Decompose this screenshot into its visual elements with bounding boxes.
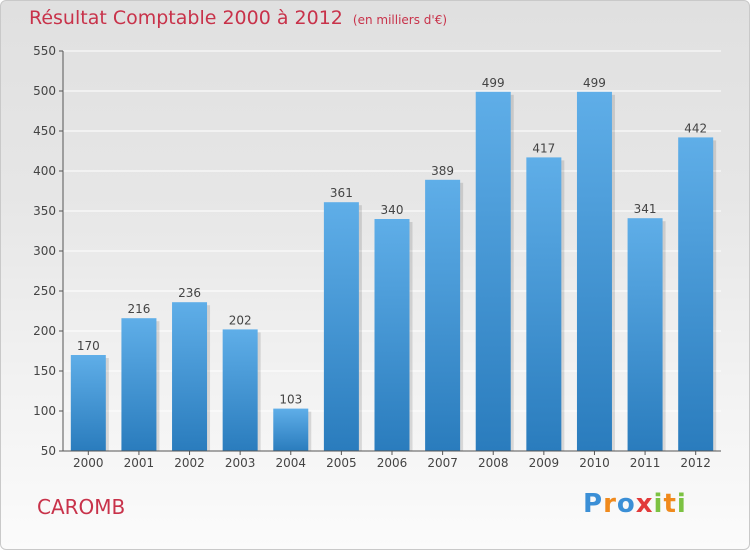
x-tick-label: 2004 xyxy=(275,456,306,470)
y-tick-label: 50 xyxy=(41,444,56,458)
bar-value-label: 340 xyxy=(381,203,404,217)
bar xyxy=(222,329,258,451)
unit-note: (en milliers d'€) xyxy=(352,13,448,27)
bars xyxy=(70,91,717,452)
bar-value-label: 103 xyxy=(279,393,302,407)
logo-letter: P xyxy=(583,489,604,519)
x-tick-label: 2011 xyxy=(630,456,661,470)
bar-value-label: 417 xyxy=(532,141,555,155)
y-tick-label: 500 xyxy=(33,84,56,98)
y-tick-label: 400 xyxy=(33,164,56,178)
bar-value-label: 499 xyxy=(583,76,606,90)
bar-value-label: 202 xyxy=(229,313,252,327)
bar xyxy=(121,318,157,451)
x-tick-label: 2006 xyxy=(377,456,408,470)
x-tick-label: 2007 xyxy=(427,456,458,470)
bar xyxy=(425,179,461,452)
bar xyxy=(576,91,612,452)
commune-name: CAROMB xyxy=(37,495,126,519)
logo-letter: t xyxy=(663,489,677,519)
logo-letter: i xyxy=(676,489,687,519)
bar xyxy=(678,137,714,451)
bar-value-label: 216 xyxy=(127,302,150,316)
bar-value-label: 341 xyxy=(634,202,657,216)
bar xyxy=(627,218,663,451)
bar-value-label: 442 xyxy=(684,121,707,135)
x-tick-label: 2001 xyxy=(124,456,155,470)
bar-value-label: 236 xyxy=(178,286,201,300)
logo-letter: r xyxy=(603,489,617,519)
x-tick-label: 2000 xyxy=(73,456,104,470)
y-tick-label: 450 xyxy=(33,124,56,138)
bar xyxy=(323,202,359,451)
y-tick-label: 100 xyxy=(33,404,56,418)
logo-letter: o xyxy=(616,489,636,519)
y-tick-label: 250 xyxy=(33,284,56,298)
bar xyxy=(526,157,562,451)
bar xyxy=(172,302,208,451)
x-tick-label: 2005 xyxy=(326,456,357,470)
axes xyxy=(59,50,721,455)
x-tick-label: 2009 xyxy=(529,456,560,470)
bar xyxy=(374,219,410,451)
x-tick-label: 2003 xyxy=(225,456,256,470)
chart-header: Résultat Comptable 2000 à 2012 (en millie… xyxy=(29,7,447,29)
bar xyxy=(475,91,511,452)
x-tick-label: 2008 xyxy=(478,456,509,470)
labels: 50 100 150 200 250 300 350 400 450 500 550 170 2000 2… xyxy=(33,44,711,470)
logo-letter: i xyxy=(653,489,664,519)
y-tick-label: 150 xyxy=(33,364,56,378)
y-tick-label: 200 xyxy=(33,324,56,338)
bar xyxy=(70,355,106,451)
logo-letter: x xyxy=(635,489,654,519)
x-tick-label: 2012 xyxy=(680,456,711,470)
y-tick-label: 550 xyxy=(33,44,56,58)
bar xyxy=(273,408,309,451)
bar-value-label: 170 xyxy=(77,339,100,353)
bar-value-label: 389 xyxy=(431,164,454,178)
proxiti-logo: Proxiti xyxy=(583,489,687,519)
x-tick-label: 2010 xyxy=(579,456,610,470)
chart-title: Résultat Comptable 2000 à 2012 xyxy=(29,7,343,29)
bar-value-label: 499 xyxy=(482,76,505,90)
y-tick-label: 300 xyxy=(33,244,56,258)
bar-value-label: 361 xyxy=(330,186,353,200)
x-tick-label: 2002 xyxy=(174,456,205,470)
y-tick-label: 350 xyxy=(33,204,56,218)
